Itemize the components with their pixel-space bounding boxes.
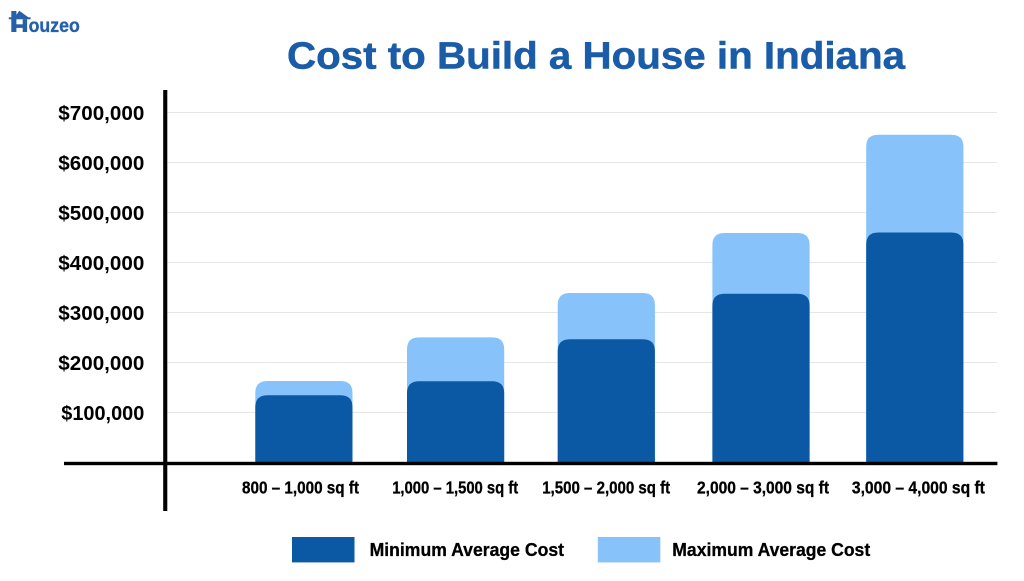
svg-text:$300,000: $300,000 xyxy=(58,302,144,325)
svg-text:$100,000: $100,000 xyxy=(61,402,144,425)
svg-text:ouzeo: ouzeo xyxy=(29,15,80,37)
svg-text:3,000 – 4,000 sq ft: 3,000 – 4,000 sq ft xyxy=(852,478,985,498)
svg-text:$200,000: $200,000 xyxy=(58,352,144,375)
svg-text:$600,000: $600,000 xyxy=(58,152,144,175)
svg-text:800 – 1,000 sq ft: 800 – 1,000 sq ft xyxy=(242,478,359,498)
svg-text:$500,000: $500,000 xyxy=(58,202,144,225)
svg-text:1,500 – 2,000 sq ft: 1,500 – 2,000 sq ft xyxy=(542,478,670,498)
svg-text:$700,000: $700,000 xyxy=(58,102,144,125)
svg-text:2,000 – 3,000 sq ft: 2,000 – 3,000 sq ft xyxy=(697,478,829,498)
svg-text:Cost to Build a House in India: Cost to Build a House in Indiana xyxy=(287,36,906,78)
svg-text:Minimum Average Cost: Minimum Average Cost xyxy=(370,539,564,560)
svg-text:1,000 – 1,500 sq ft: 1,000 – 1,500 sq ft xyxy=(392,478,518,498)
svg-text:Maximum Average Cost: Maximum Average Cost xyxy=(672,539,870,560)
svg-text:$400,000: $400,000 xyxy=(58,252,144,275)
